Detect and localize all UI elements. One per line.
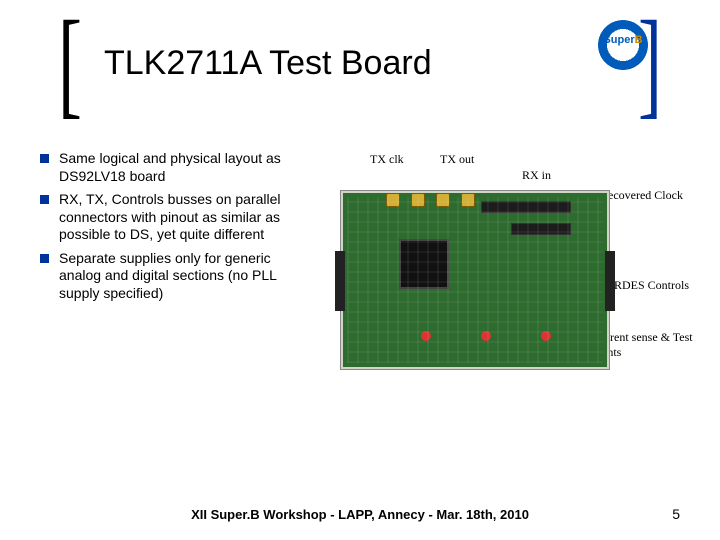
text-column: Same logical and physical layout as DS92… — [40, 150, 300, 470]
bullet-text: RX, TX, Controls busses on parallel conn… — [59, 191, 290, 244]
annot-recovered-clock: Recovered Clock — [600, 188, 683, 203]
slide: [ TLK2711A Test Board ] SuperB Same logi… — [0, 0, 720, 540]
title-bar: [ TLK2711A Test Board ] — [50, 28, 670, 98]
pcb-board-mock — [340, 190, 610, 370]
brand-super: Super — [603, 34, 634, 46]
bracket-left-decoration: [ — [58, 33, 82, 93]
test-point-icon — [421, 331, 431, 341]
footer-text: XII Super.B Workshop - LAPP, Annecy - Ma… — [0, 507, 720, 522]
brand-b: B — [635, 34, 643, 46]
brand-logo: SuperB — [598, 20, 658, 62]
brand-text: SuperB — [598, 34, 648, 46]
slide-body: Same logical and physical layout as DS92… — [40, 150, 690, 470]
bullet-square-icon — [40, 195, 49, 204]
image-column: TX clk TX out RX in Recovered Clock SERD… — [300, 150, 690, 470]
bullet-square-icon — [40, 254, 49, 263]
chip-icon — [401, 241, 447, 287]
header-pins-icon — [511, 223, 571, 235]
sma-connector-icon — [386, 193, 400, 207]
bullet-list: Same logical and physical layout as DS92… — [40, 150, 290, 302]
side-connector-icon — [605, 251, 615, 311]
board-photo-region: TX clk TX out RX in Recovered Clock SERD… — [300, 160, 670, 410]
header-pins-icon — [481, 201, 571, 213]
bullet-text: Separate supplies only for generic analo… — [59, 250, 290, 303]
test-point-icon — [541, 331, 551, 341]
list-item: Separate supplies only for generic analo… — [40, 250, 290, 303]
sma-connector-icon — [436, 193, 450, 207]
annot-rx-in: RX in — [522, 168, 551, 183]
annot-tx-out: TX out — [440, 152, 474, 167]
sma-connector-icon — [411, 193, 425, 207]
page-number: 5 — [672, 506, 680, 522]
bullet-square-icon — [40, 154, 49, 163]
annot-tx-clk: TX clk — [370, 152, 404, 167]
test-point-icon — [481, 331, 491, 341]
slide-title: TLK2711A Test Board — [96, 44, 624, 83]
list-item: RX, TX, Controls busses on parallel conn… — [40, 191, 290, 244]
bullet-text: Same logical and physical layout as DS92… — [59, 150, 290, 185]
side-connector-icon — [335, 251, 345, 311]
list-item: Same logical and physical layout as DS92… — [40, 150, 290, 185]
sma-connector-icon — [461, 193, 475, 207]
